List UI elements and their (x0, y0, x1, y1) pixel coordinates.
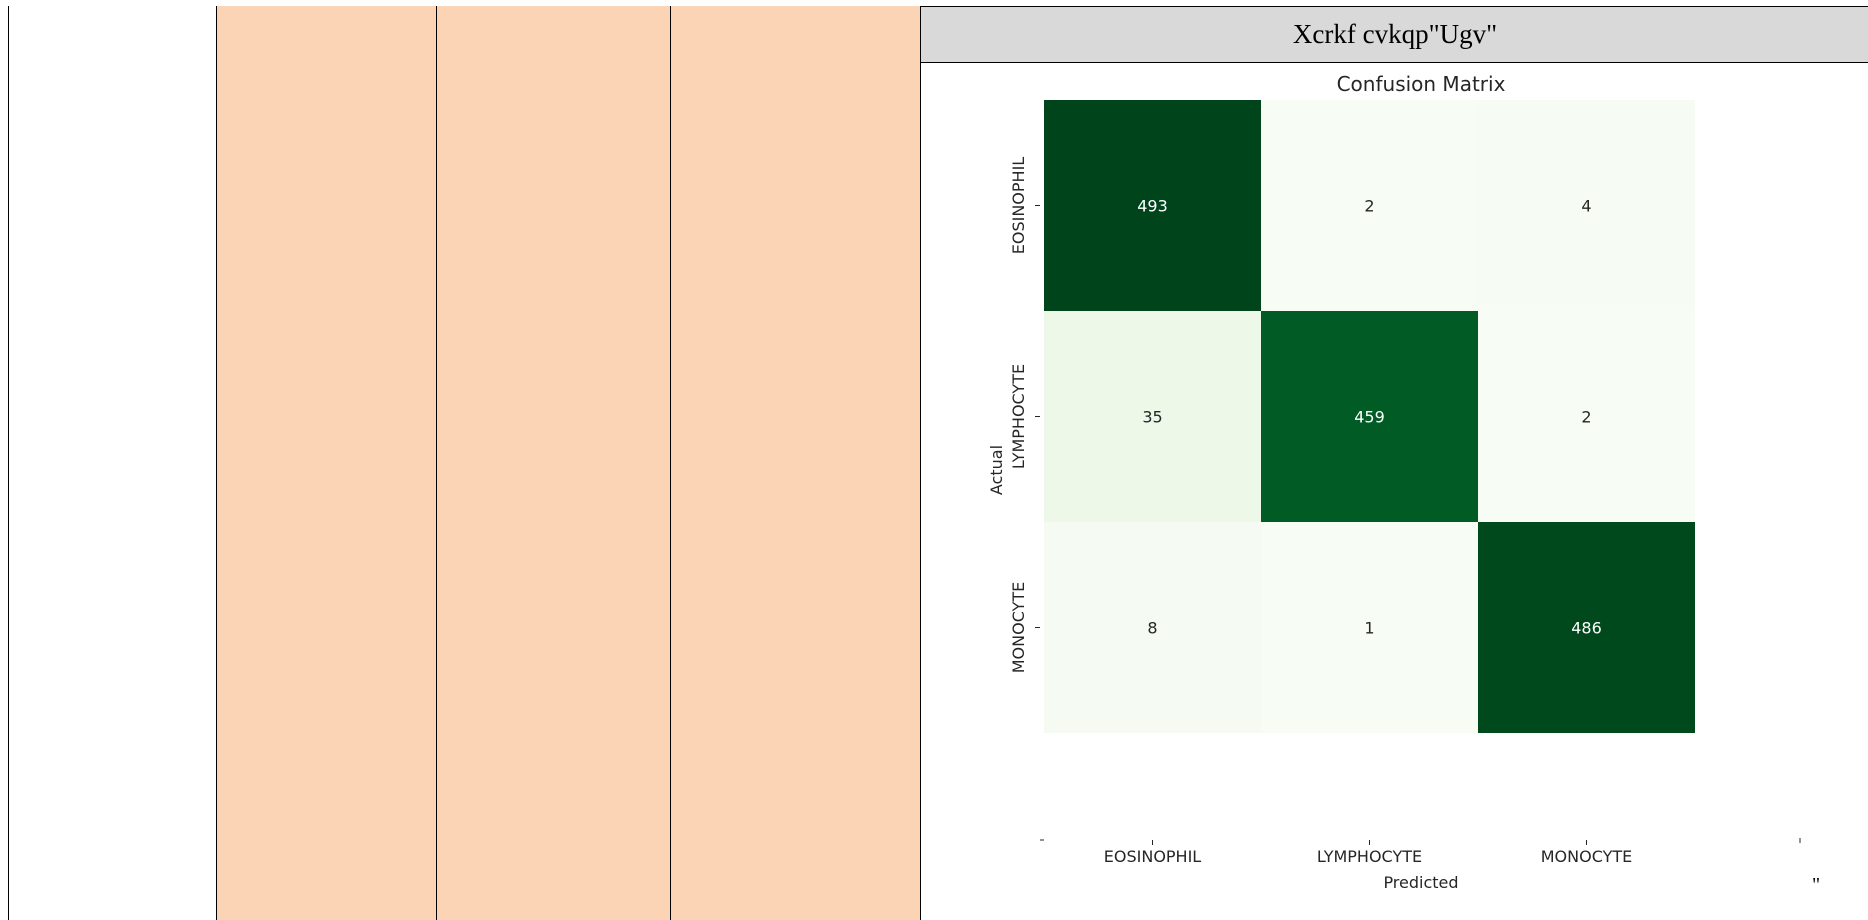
heatmap-cells: 493 2 4 35 459 2 8 1 486 (1044, 100, 1695, 733)
heatmap-cell-r2-c0 (1044, 522, 1261, 733)
peach-column-2 (436, 6, 670, 920)
panel-header: Xcrkf cvkqp"Ugv" (921, 7, 1868, 63)
heatmap-cell-r2-c1 (1261, 522, 1478, 733)
heatmap-cell-r0-c1 (1261, 100, 1478, 311)
cell-value-label-r1-c2: 2 (1581, 408, 1591, 427)
cell-value-label-r2-c0: 8 (1147, 619, 1157, 638)
x-tick-label-0: EOSINOPHIL (1104, 847, 1202, 866)
heatmap-cell-r1-c0 (1044, 311, 1261, 522)
y-tick-label-0: EOSINOPHIL (1009, 157, 1028, 255)
heatmap-cell-r1-c2 (1478, 311, 1695, 522)
cell-value-label-r2-c2: 486 (1571, 619, 1602, 638)
heatmap-cell-r2-c2 (1478, 522, 1695, 733)
stray-quote-mark: " (1812, 874, 1821, 896)
peach-column-3 (670, 6, 920, 920)
cell-value-label-r0-c1: 2 (1364, 197, 1374, 216)
heatmap-cell-r1-c1 (1261, 311, 1478, 522)
blank-column (8, 6, 216, 920)
x-tick-label-1: LYMPHOCYTE (1317, 847, 1422, 866)
axis-ticks: EOSINOPHIL LYMPHOCYTE MONOCYTE EOSINOPHIL LY… (1009, 157, 1801, 866)
cell-value-label-r1-c1: 459 (1354, 408, 1385, 427)
y-axis-label: Actual (987, 445, 1006, 495)
peach-column-1 (216, 6, 436, 920)
cell-value-label-r0-c2: 4 (1581, 197, 1591, 216)
y-tick-label-2: MONOCYTE (1009, 582, 1028, 674)
heatmap-cell-r0-c0 (1044, 100, 1261, 311)
chart-title: Confusion Matrix (1337, 72, 1506, 96)
x-tick-label-2: MONOCYTE (1541, 847, 1633, 866)
cell-value-label-r0-c0: 493 (1137, 197, 1168, 216)
heatmap-cell-r0-c2 (1478, 100, 1695, 311)
cell-value-label-r2-c1: 1 (1364, 619, 1374, 638)
cell-value-label-r1-c0: 35 (1142, 408, 1162, 427)
x-axis-label: Predicted (1383, 873, 1458, 892)
y-tick-label-1: LYMPHOCYTE (1009, 364, 1028, 469)
